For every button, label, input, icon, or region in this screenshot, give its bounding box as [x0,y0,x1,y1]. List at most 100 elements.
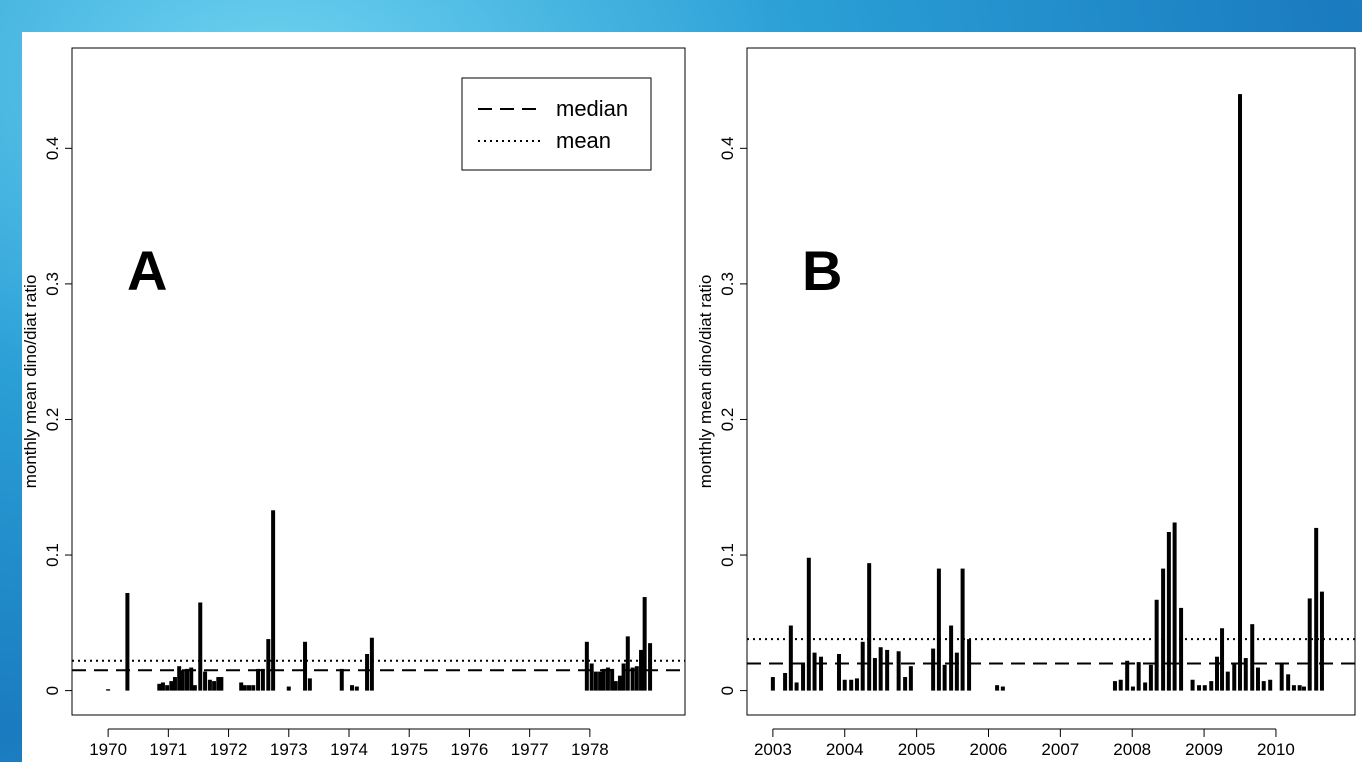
bar [589,663,594,691]
bar [198,602,203,691]
bar [1166,531,1171,691]
x-tick-label: 1972 [210,740,248,759]
x-tick-label: 2003 [754,740,792,759]
y-tick-label: 0 [718,686,737,695]
bar [598,671,603,691]
x-tick-label: 1971 [149,740,187,759]
bar [794,682,799,691]
bar [601,668,606,691]
bar [247,685,252,691]
panel-label: B [802,239,842,302]
bar [1243,658,1248,691]
bar [1202,685,1207,691]
bar [836,653,841,691]
bar [1225,671,1230,691]
bar [212,681,217,691]
plot-frame [746,47,1356,716]
bar [1307,598,1312,691]
bar [1197,685,1202,691]
bar [1268,679,1273,691]
bar [1209,681,1214,691]
bar [1314,527,1319,691]
x-tick-label: 1978 [571,740,609,759]
bar [1154,599,1159,691]
bar [936,568,941,691]
bar [931,648,936,691]
bar [350,685,355,691]
bar [819,656,824,691]
bar [1000,686,1005,691]
bar [203,671,208,691]
bar [1190,679,1195,691]
bar [185,668,190,691]
bar [954,652,959,691]
panel: 0 0.1 0.2 0.3 0.4 2003 2004 2005 2006 2007 2008 200… [696,47,1356,762]
bar [1118,679,1123,691]
bar [1143,682,1148,691]
bar [617,675,622,691]
bar [189,667,194,691]
y-axis-label: monthly mean dino/diat ratio [21,275,40,489]
x-tick-label: 2008 [1113,740,1151,759]
y-tick-label: 0.3 [718,272,737,296]
x-tick-label: 2006 [970,740,1008,759]
bar [216,677,221,691]
x-tick-label: 2009 [1185,740,1223,759]
bar [613,681,618,691]
bar [854,678,859,691]
bar [801,663,806,691]
bar [354,686,359,691]
bar [605,667,610,691]
bar [307,678,312,691]
bar [812,652,817,691]
legend-box [461,77,652,171]
bar [1232,663,1237,691]
y-tick-label: 0.3 [43,272,62,296]
bar [365,653,370,691]
bar [1172,522,1177,691]
bar [896,651,901,691]
bar [849,679,854,691]
bar [872,658,877,691]
x-tick-label: 1973 [270,740,308,759]
bar [1301,686,1306,691]
bar [1261,681,1266,691]
x-axis-label: year [1034,756,1067,762]
bar [593,671,598,691]
bar [1319,591,1324,691]
bar [949,625,954,691]
bar [1220,628,1225,691]
bar [266,639,271,691]
y-tick-label: 0.1 [718,543,737,567]
bar [610,668,615,691]
y-tick-label: 0.4 [718,137,737,161]
figure-panel [22,32,1362,762]
bar [207,679,212,691]
bar [885,649,890,691]
bar [806,557,811,691]
bar [369,637,374,691]
bar [908,666,913,691]
bar [1136,662,1141,691]
bar [1215,656,1220,691]
bar [1286,674,1291,691]
bar [642,597,647,691]
bar [339,668,344,691]
x-tick-label: 1970 [89,740,127,759]
bar [169,681,174,691]
bar [860,641,865,691]
panel: 0 0.1 0.2 0.3 0.4 1970 1971 1972 1973 1974 1975 197… [21,47,686,762]
bar [125,592,130,691]
bar [867,563,872,691]
bar [621,663,626,691]
bar [1148,664,1153,691]
x-tick-label: 1977 [511,740,549,759]
bar [157,683,162,691]
panel-label: A [127,239,167,302]
bar [1297,685,1302,691]
x-tick-label: 1975 [390,740,428,759]
bar [960,568,965,691]
bar [251,685,256,691]
bar [878,647,883,691]
